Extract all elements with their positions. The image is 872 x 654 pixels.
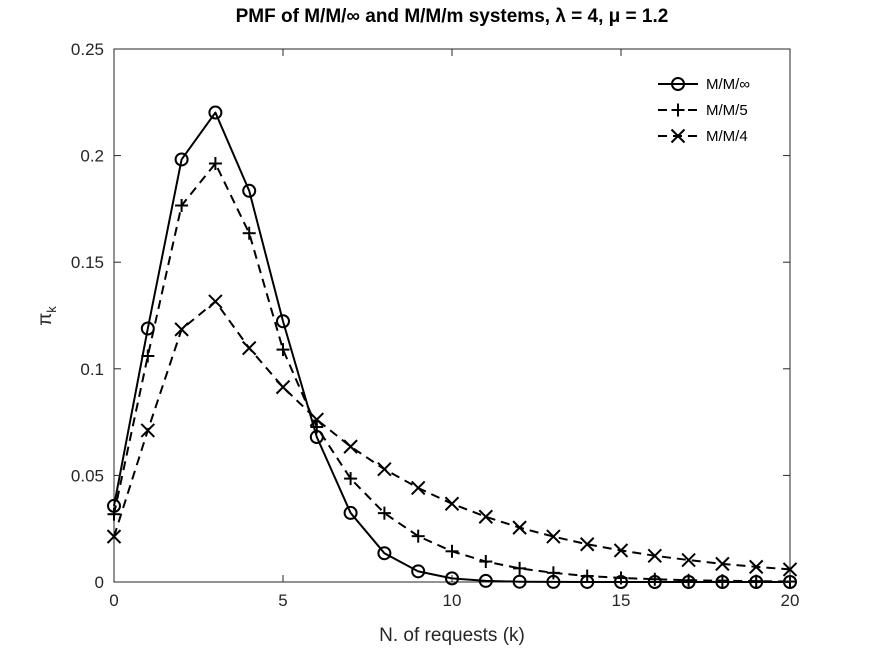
marker-circle-point xyxy=(140,321,155,336)
marker-circle-legend xyxy=(671,77,685,91)
y-tick-label: 0.05 xyxy=(71,466,104,485)
marker-plus-point xyxy=(411,529,425,543)
legend-entry-2: M/M/4 xyxy=(658,128,748,145)
marker-plus-point xyxy=(749,574,763,588)
marker-cross-point xyxy=(241,340,257,356)
y-tick-label: 0.25 xyxy=(71,40,104,59)
marker-plus-point xyxy=(513,561,527,575)
marker-plus-point xyxy=(175,198,189,212)
ticks-layer: 0 5 10 15 20 0 0.05 0.1 0.15 0.2 0.25 xyxy=(71,40,800,610)
series-2 xyxy=(106,294,798,577)
marker-cross-point xyxy=(748,559,764,575)
marker-plus-point xyxy=(479,555,493,569)
legend-items: M/M/∞ M/M/5 M/M/4 xyxy=(658,76,750,145)
marker-plus-point xyxy=(344,472,358,486)
marker-circle-point xyxy=(276,314,290,329)
marker-plus-point xyxy=(682,573,696,587)
marker-cross-point xyxy=(410,480,426,496)
legend: M/M/∞ M/M/5 M/M/4 xyxy=(648,66,776,152)
marker-plus-point xyxy=(276,343,290,357)
x-tick-label: 15 xyxy=(612,591,631,610)
legend-label: M/M/∞ xyxy=(706,76,750,93)
x-tick-label: 10 xyxy=(443,591,462,610)
marker-circle-point xyxy=(478,573,493,588)
marker-circle-point xyxy=(343,505,358,520)
marker-cross-legend xyxy=(670,128,686,144)
marker-cross-point xyxy=(275,379,291,395)
marker-cross-point xyxy=(208,294,223,309)
marker-cross-point xyxy=(681,552,696,568)
marker-cross-point xyxy=(444,496,460,511)
marker-cross-point xyxy=(613,543,629,558)
marker-plus-point xyxy=(208,156,222,170)
marker-cross-point xyxy=(377,462,392,477)
marker-circle-point xyxy=(242,183,257,198)
marker-cross-point xyxy=(343,439,358,454)
marker-plus-point xyxy=(546,566,560,580)
marker-cross-point xyxy=(512,520,527,535)
legend-box xyxy=(648,66,776,152)
marker-plus-legend xyxy=(671,103,685,117)
marker-plus-point xyxy=(377,506,391,520)
marker-cross-point xyxy=(715,556,730,572)
legend-label: M/M/5 xyxy=(706,102,748,119)
marker-cross-point xyxy=(579,537,595,552)
marker-circle-point xyxy=(208,105,223,120)
marker-plus-point xyxy=(580,569,594,583)
x-tick-label: 0 xyxy=(109,591,118,610)
marker-circle-point xyxy=(445,571,459,586)
legend-entry-1: M/M/5 xyxy=(658,102,748,119)
marker-circle-point xyxy=(512,574,527,589)
x-tick-label: 20 xyxy=(781,591,800,610)
marker-circle-point xyxy=(377,546,392,561)
marker-cross-point xyxy=(647,548,663,563)
marker-plus-point xyxy=(648,572,662,586)
legend-label: M/M/4 xyxy=(706,128,748,145)
y-tick-label: 0.15 xyxy=(71,253,104,272)
marker-circle-point xyxy=(174,152,189,167)
legend-entry-0: M/M/∞ xyxy=(658,76,750,93)
y-tick-label: 0 xyxy=(95,573,104,592)
marker-cross-point xyxy=(478,509,494,524)
x-axis-label: N. of requests (k) xyxy=(379,625,525,646)
marker-plus-point xyxy=(310,420,324,434)
marker-plus-point xyxy=(107,507,121,521)
x-tick-label: 5 xyxy=(278,591,287,610)
marker-plus-point xyxy=(141,349,155,363)
marker-circle-point xyxy=(411,564,426,579)
marker-cross-point xyxy=(174,322,189,337)
y-tick-label: 0.2 xyxy=(80,147,104,166)
marker-plus-point xyxy=(715,574,729,588)
marker-plus-point xyxy=(242,226,256,240)
y-tick-label: 0.1 xyxy=(80,360,104,379)
y-axis-label-subscript: k xyxy=(44,306,59,313)
y-axis-label: πk xyxy=(35,306,59,326)
marker-cross-point xyxy=(546,529,561,544)
marker-cross-point xyxy=(140,423,156,438)
marker-cross-point xyxy=(782,562,798,577)
chart-title: PMF of M/M/∞ and M/M/m systems, λ = 4, μ… xyxy=(236,6,669,27)
y-axis-label-base: π xyxy=(35,313,56,326)
marker-plus-point xyxy=(445,544,459,558)
marker-cross-point xyxy=(106,529,122,544)
marker-cross-point xyxy=(309,412,325,427)
